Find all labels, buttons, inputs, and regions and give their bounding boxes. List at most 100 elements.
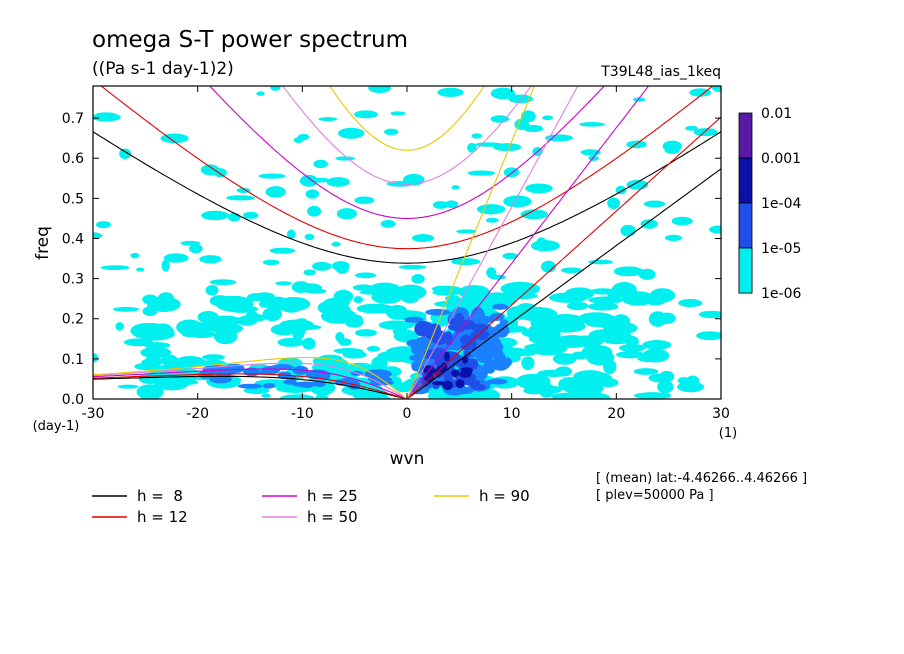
- power-blob: [643, 200, 666, 208]
- power-blob: [354, 196, 375, 204]
- power-blob: [313, 159, 328, 169]
- power-blob: [299, 174, 319, 187]
- power-blob: [696, 331, 721, 341]
- mean-lat-note: [ (mean) lat:-4.46266..4.46266 ]: [596, 471, 807, 486]
- colorbar-band: [738, 112, 753, 159]
- y-tick-label: 0.7: [62, 111, 84, 127]
- power-blob: [355, 272, 377, 279]
- power-blob: [411, 234, 435, 243]
- plev-note: [ plev=50000 Pa ]: [596, 488, 714, 503]
- power-blob: [671, 216, 693, 226]
- colorbar-band: [738, 247, 753, 294]
- power-blob: [93, 352, 99, 363]
- y-unit-label: (day-1): [33, 419, 80, 434]
- power-blob: [331, 261, 350, 271]
- power-blob: [642, 340, 672, 350]
- power-blob: [616, 351, 646, 359]
- power-blob: [461, 334, 470, 346]
- power-blob: [530, 240, 560, 252]
- power-blob: [130, 252, 140, 259]
- power-blob: [286, 229, 296, 239]
- power-blob: [467, 170, 496, 176]
- power-blob: [428, 323, 442, 335]
- dispersion-curve: [406, 86, 650, 399]
- y-tick-label: 0.4: [62, 231, 84, 247]
- power-blob: [140, 347, 172, 359]
- power-blob: [603, 359, 617, 375]
- power-blob: [607, 288, 620, 304]
- power-blob: [258, 173, 286, 179]
- power-blob: [523, 124, 544, 133]
- power-blob: [460, 367, 473, 373]
- power-blob: [432, 289, 461, 296]
- power-blob: [356, 303, 394, 314]
- power-blob: [112, 306, 140, 312]
- y-tick-label: 0.1: [62, 352, 84, 368]
- power-blob: [115, 322, 124, 331]
- power-blob: [462, 379, 481, 386]
- power-blob: [451, 258, 481, 266]
- y-axis: 0.0 0.1 0.2 0.3 0.4 0.5 0.6 0.7: [62, 111, 721, 408]
- dispersion-curve: [406, 116, 721, 399]
- power-blob: [486, 217, 499, 223]
- power-blob: [451, 369, 460, 378]
- x-tick-label: -20: [186, 406, 209, 422]
- power-blob: [444, 331, 453, 346]
- power-blob: [520, 110, 536, 123]
- x-tick-label: 0: [403, 406, 412, 422]
- x-tick-label: 20: [607, 406, 625, 422]
- power-blob: [243, 211, 259, 219]
- x-tick-label: -30: [82, 406, 105, 422]
- power-blob: [277, 337, 305, 347]
- dispersion-curve: [93, 368, 408, 399]
- power-blob: [398, 264, 427, 270]
- power-blob: [689, 88, 712, 97]
- x-unit-label: (1): [719, 426, 737, 441]
- dispersion-curve: [93, 362, 408, 399]
- power-blob: [366, 345, 381, 352]
- power-blob: [678, 298, 703, 308]
- dispersion-curves: [93, 86, 721, 399]
- power-blob: [161, 259, 170, 272]
- power-blob: [245, 313, 267, 322]
- power-blob: [322, 297, 348, 310]
- power-blob: [685, 125, 698, 131]
- power-blob: [433, 300, 474, 308]
- power-blob: [265, 186, 286, 198]
- power-blob: [524, 343, 549, 352]
- power-blob: [712, 86, 721, 93]
- power-blob: [341, 385, 369, 396]
- dispersion-curve: [406, 86, 535, 399]
- power-blob: [202, 354, 226, 361]
- power-blob: [467, 142, 477, 153]
- power-blob: [95, 221, 111, 229]
- power-blob: [143, 342, 171, 349]
- power-blob: [455, 379, 465, 389]
- colorbar: 0.01 0.001 1e-04 1e-05 1e-06: [738, 106, 801, 302]
- power-blob: [607, 197, 621, 210]
- power-blob: [181, 330, 200, 338]
- dispersion-curve: [93, 375, 408, 399]
- power-blob: [304, 233, 315, 241]
- power-blob: [384, 128, 399, 136]
- power-blob: [665, 234, 682, 241]
- power-blob: [213, 328, 238, 345]
- power-blob: [664, 146, 680, 154]
- power-blob: [200, 164, 220, 176]
- power-blob: [144, 356, 162, 364]
- power-blob: [390, 111, 406, 116]
- power-blob: [588, 302, 619, 311]
- x-tick-label: 10: [503, 406, 521, 422]
- power-blob: [160, 354, 178, 367]
- power-blob: [283, 324, 322, 331]
- power-blob: [227, 212, 241, 222]
- power-blob: [640, 219, 658, 229]
- power-blob: [261, 393, 271, 398]
- y-tick-label: 0.6: [62, 151, 84, 167]
- power-blob: [352, 284, 374, 291]
- power-blob: [383, 349, 415, 362]
- power-blob: [521, 356, 535, 370]
- legend-label: h = 90: [479, 487, 530, 505]
- power-blob: [525, 183, 553, 194]
